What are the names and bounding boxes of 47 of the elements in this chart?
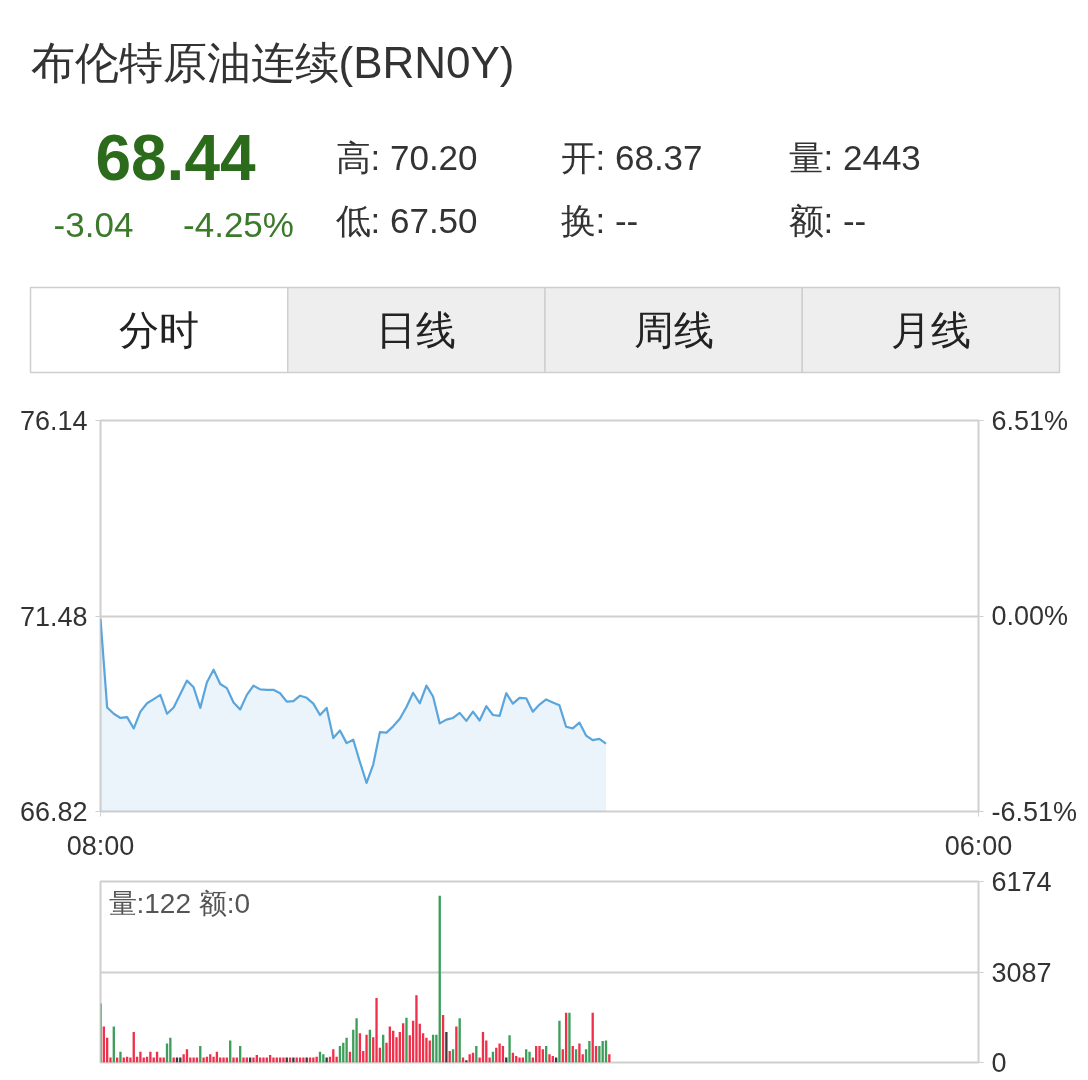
bar (139, 1051, 142, 1063)
y-tick-label: 6174 (991, 867, 1052, 897)
annotation: 量:122 额:0 (108, 887, 251, 919)
x-tick-label: 06:00 (944, 830, 1013, 861)
bar (588, 1041, 591, 1063)
y2-tick-label: 6.51% (991, 405, 1069, 436)
y-tick-label: 66.82 (19, 797, 88, 827)
y-tick-label: 0 (991, 1048, 1007, 1078)
bar (578, 1043, 581, 1063)
bar (455, 1026, 458, 1063)
bar (405, 1017, 408, 1063)
x-tick-label: 08:00 (66, 830, 135, 861)
y2-tick-label: -6.51% (991, 796, 1078, 827)
bar (568, 1012, 571, 1063)
text: 额: -- (788, 201, 867, 240)
text: 量: 2443 (788, 138, 921, 177)
text: 开: 68.37 (560, 138, 703, 177)
text: 68.44 (95, 122, 256, 194)
bar (345, 1037, 348, 1063)
bar (415, 995, 418, 1063)
text: 月线 (890, 308, 971, 352)
text: 布伦特原油连续(BRN0Y) (30, 38, 515, 87)
bar (608, 1054, 611, 1063)
bar (365, 1034, 368, 1063)
bar (355, 1018, 358, 1063)
text: -3.04 (53, 204, 134, 244)
text: 高: 70.20 (335, 138, 478, 177)
text: -4.25% (183, 205, 294, 244)
bar (468, 1054, 471, 1063)
y2-tick-label: 0.00% (991, 601, 1069, 631)
y-tick-label: 3087 (991, 957, 1052, 988)
text: 分时 (119, 308, 200, 352)
bar (558, 1020, 561, 1063)
bar (445, 1032, 448, 1063)
text: 换: -- (560, 201, 639, 240)
bar (119, 1051, 122, 1063)
bar (508, 1035, 511, 1063)
text: 周线 (633, 308, 714, 352)
text: 低: 67.50 (335, 201, 478, 240)
bar (169, 1037, 172, 1063)
y-tick-label: 71.48 (19, 601, 88, 632)
bar (149, 1051, 152, 1063)
text: 日线 (376, 308, 457, 352)
bar (498, 1043, 501, 1063)
bar (202, 1057, 205, 1063)
bar (375, 998, 378, 1063)
y-tick-label: 76.14 (19, 406, 88, 436)
